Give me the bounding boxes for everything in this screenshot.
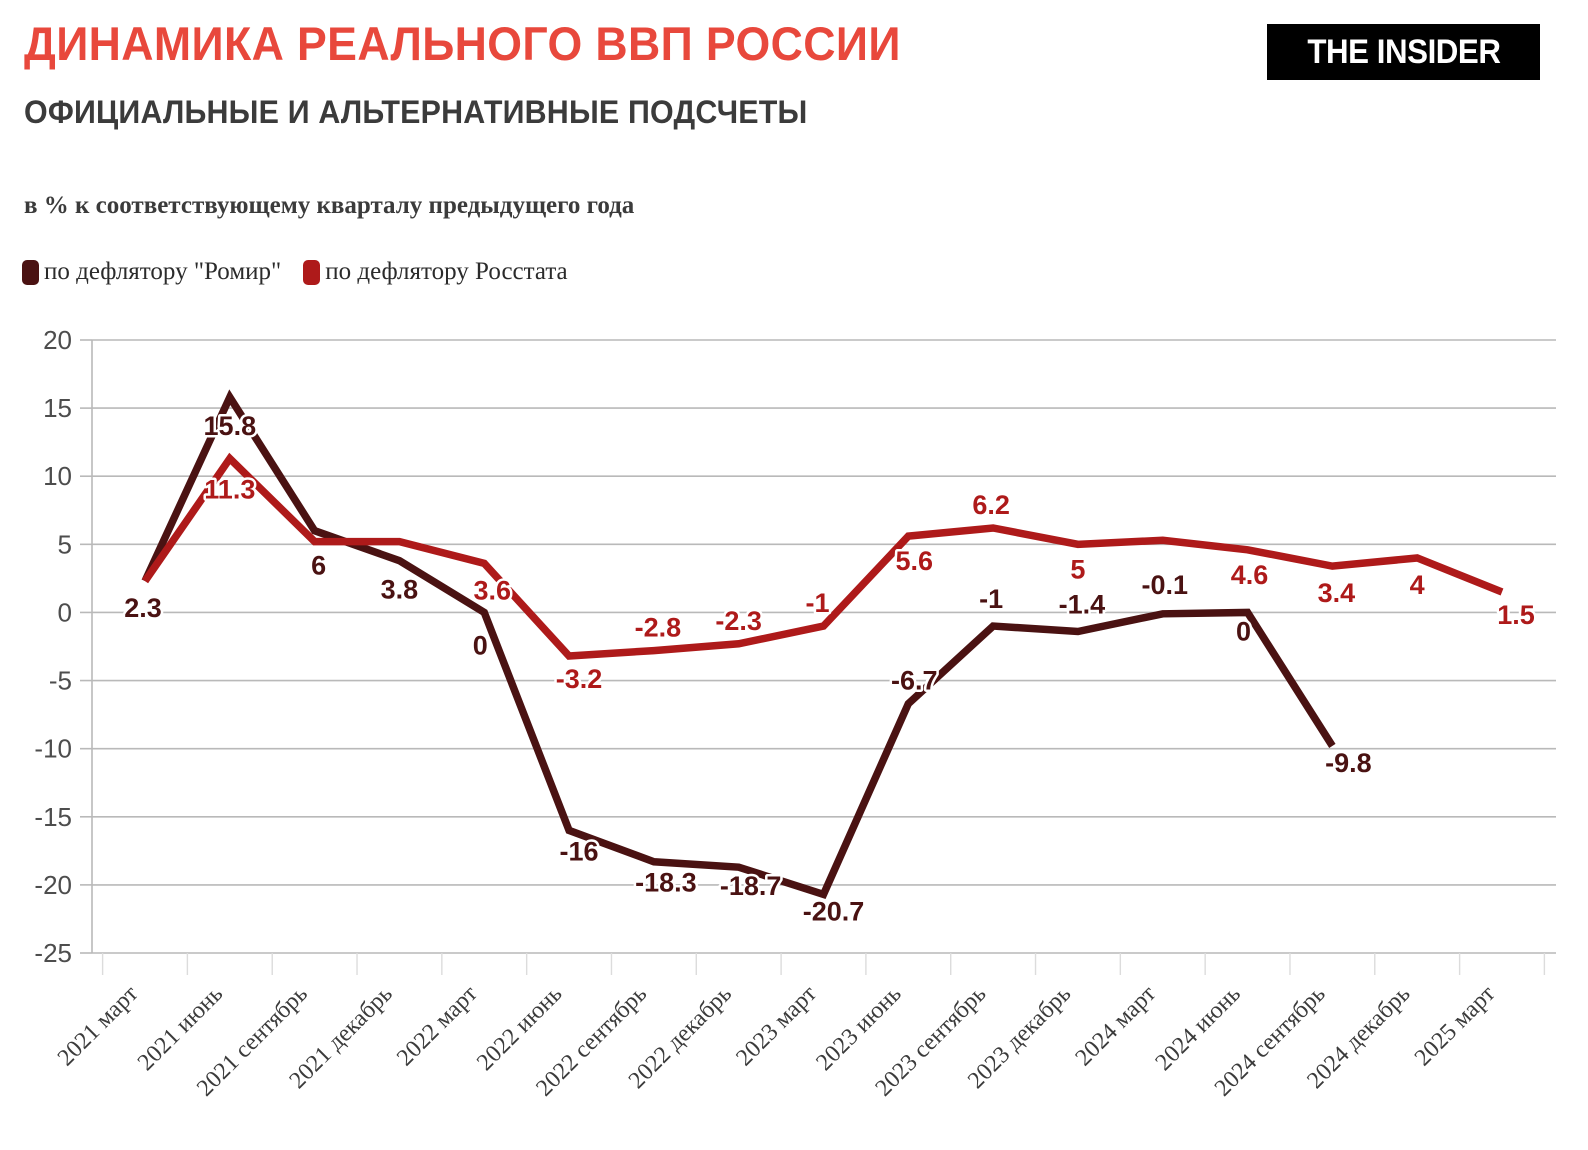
ytick-label: 10 [43,461,72,491]
ytick-label: -25 [34,938,72,968]
ytick-label: 0 [58,597,72,627]
ytick-label: 15 [43,393,72,423]
xtick-label: 2023 март [731,981,822,1072]
series-line-rosstat [141,452,1504,660]
axes: 20 15 10 5 0 -5 -10 -15 -20 -25 [34,325,93,968]
data-label: 1.5 [1497,600,1535,630]
ytick-label: -10 [34,734,72,764]
data-label: 0 [1236,616,1251,646]
data-label: -1.4 [1059,590,1106,620]
data-label: 4 [1410,570,1425,600]
data-label: 2.3 [124,593,162,623]
gridlines [80,339,1556,975]
series-lines [141,389,1504,900]
legend-item-rosstat: по дефлятору Росстата [303,258,568,286]
data-label: -1 [805,588,829,618]
ytick-label: 5 [58,529,72,559]
legend-label-rosstat: по дефлятору Росстата [325,258,568,285]
data-label: -2.3 [715,606,762,636]
data-label: 5 [1070,554,1085,584]
data-label: -20.7 [803,896,865,926]
data-label: 5.6 [896,546,934,576]
data-labels: 2.3 15.8 6 3.8 0 -16 -18.3 -18.7 -20.7 -6.7 -1 -1.4… [122,409,1538,929]
page-title: ДИНАМИКА РЕАЛЬНОГО ВВП РОССИИ [24,17,901,70]
data-label: -18.3 [635,868,697,898]
ytick-label: 20 [43,325,72,355]
chart-legend: по дефлятору "Ромир" по дефлятору Росста… [22,258,590,286]
data-label: -0.1 [1141,570,1188,600]
data-label: -18.7 [720,871,782,901]
logo-text: THE INSIDER [1306,32,1501,71]
legend-item-romir: по дефлятору "Ромир" [22,258,281,286]
units-note: в % к соответствующему кварталу предыдущ… [24,192,635,219]
data-label: -2.8 [635,613,682,643]
data-label: 3.8 [381,575,419,605]
data-label: 6 [311,551,326,581]
data-label: 6.2 [972,490,1010,520]
data-label: 0 [473,630,488,660]
legend-swatch-rosstat [303,259,321,285]
data-label: -16 [560,836,599,866]
xtick-label: 2025 март [1410,981,1501,1072]
data-label: 15.8 [204,411,257,441]
data-label: 3.6 [473,575,511,605]
data-label: 3.4 [1318,578,1356,608]
legend-swatch-romir [22,259,39,285]
data-label: -3.2 [556,664,603,694]
legend-label-romir: по дефлятору "Ромир" [44,258,282,285]
xtick-label: 2022 март [392,981,483,1072]
xtick-label: 2021 март [53,981,144,1072]
page-subtitle: ОФИЦИАЛЬНЫЕ И АЛЬТЕРНАТИВНЫЕ ПОДСЧЕТЫ [24,94,808,130]
ytick-label: -20 [34,870,72,900]
ytick-label: -5 [49,666,72,696]
data-label: 4.6 [1231,560,1269,590]
xtick-label: 2024 март [1071,981,1162,1072]
data-label: 11.3 [204,475,255,505]
data-label: -9.8 [1325,748,1372,778]
data-label: -1 [979,584,1003,614]
data-label: -6.7 [891,666,938,696]
the-insider-logo: THE INSIDER [1267,24,1540,80]
ytick-label: -15 [34,802,72,832]
